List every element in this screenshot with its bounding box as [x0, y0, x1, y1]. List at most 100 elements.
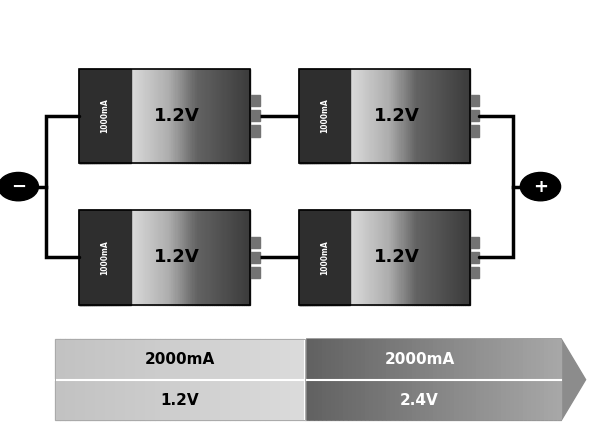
Polygon shape [79, 69, 82, 163]
Polygon shape [85, 69, 88, 163]
Polygon shape [190, 69, 193, 163]
Polygon shape [301, 69, 303, 163]
Polygon shape [365, 69, 367, 163]
Polygon shape [178, 210, 179, 305]
Polygon shape [387, 69, 389, 163]
Polygon shape [290, 339, 295, 420]
Polygon shape [544, 339, 548, 420]
Polygon shape [223, 210, 224, 305]
Polygon shape [470, 110, 479, 121]
Polygon shape [412, 210, 414, 305]
Polygon shape [421, 210, 423, 305]
Polygon shape [150, 69, 152, 163]
Polygon shape [425, 69, 427, 163]
Polygon shape [155, 339, 160, 420]
Polygon shape [239, 210, 242, 305]
Polygon shape [346, 210, 348, 305]
Polygon shape [79, 210, 82, 305]
Polygon shape [118, 69, 120, 163]
Polygon shape [531, 339, 536, 420]
Polygon shape [348, 339, 352, 420]
Polygon shape [135, 69, 137, 163]
Text: 1000mA: 1000mA [101, 240, 109, 275]
Polygon shape [353, 210, 354, 305]
Polygon shape [128, 210, 131, 305]
Polygon shape [314, 339, 318, 420]
Polygon shape [437, 339, 442, 420]
Polygon shape [470, 125, 479, 136]
Polygon shape [331, 210, 333, 305]
Polygon shape [244, 69, 246, 163]
Polygon shape [160, 339, 165, 420]
Polygon shape [154, 210, 156, 305]
Polygon shape [476, 339, 480, 420]
Polygon shape [84, 69, 85, 163]
Polygon shape [312, 69, 314, 163]
Polygon shape [214, 210, 216, 305]
Polygon shape [373, 69, 376, 163]
Polygon shape [299, 210, 301, 305]
Polygon shape [444, 210, 447, 305]
Polygon shape [195, 210, 196, 305]
Polygon shape [346, 69, 348, 163]
Polygon shape [150, 339, 155, 420]
Polygon shape [244, 210, 246, 305]
Polygon shape [433, 210, 436, 305]
Polygon shape [353, 69, 354, 163]
Polygon shape [378, 339, 382, 420]
Polygon shape [125, 339, 130, 420]
Polygon shape [448, 210, 450, 305]
Polygon shape [131, 210, 133, 305]
Polygon shape [309, 69, 312, 163]
Polygon shape [185, 339, 190, 420]
Polygon shape [160, 69, 162, 163]
Polygon shape [390, 210, 393, 305]
Polygon shape [433, 339, 437, 420]
Polygon shape [370, 69, 371, 163]
Polygon shape [309, 210, 312, 305]
Polygon shape [373, 339, 378, 420]
Polygon shape [401, 69, 404, 163]
Polygon shape [356, 210, 359, 305]
Polygon shape [390, 69, 393, 163]
Polygon shape [212, 210, 214, 305]
Polygon shape [380, 69, 382, 163]
Polygon shape [184, 69, 186, 163]
Polygon shape [464, 69, 465, 163]
Polygon shape [301, 210, 303, 305]
Polygon shape [365, 339, 369, 420]
Polygon shape [414, 69, 416, 163]
Polygon shape [384, 210, 387, 305]
Polygon shape [128, 69, 131, 163]
Polygon shape [133, 210, 135, 305]
Polygon shape [467, 339, 472, 420]
Polygon shape [404, 69, 406, 163]
Polygon shape [465, 210, 467, 305]
Polygon shape [400, 69, 401, 163]
Polygon shape [540, 339, 544, 420]
Polygon shape [116, 210, 118, 305]
Polygon shape [99, 69, 101, 163]
Polygon shape [205, 339, 210, 420]
Polygon shape [459, 210, 461, 305]
Polygon shape [118, 210, 120, 305]
Polygon shape [363, 69, 365, 163]
Polygon shape [227, 69, 229, 163]
Polygon shape [455, 210, 457, 305]
Polygon shape [85, 210, 88, 305]
Polygon shape [484, 339, 489, 420]
Polygon shape [182, 69, 184, 163]
Polygon shape [510, 339, 514, 420]
Text: 1000mA: 1000mA [101, 98, 109, 133]
Polygon shape [407, 339, 412, 420]
Polygon shape [327, 210, 329, 305]
Polygon shape [139, 210, 142, 305]
Polygon shape [169, 69, 171, 163]
Polygon shape [85, 339, 90, 420]
Polygon shape [446, 339, 450, 420]
Polygon shape [356, 339, 361, 420]
Polygon shape [90, 69, 92, 163]
Polygon shape [195, 69, 196, 163]
Polygon shape [167, 69, 169, 163]
Polygon shape [429, 210, 431, 305]
